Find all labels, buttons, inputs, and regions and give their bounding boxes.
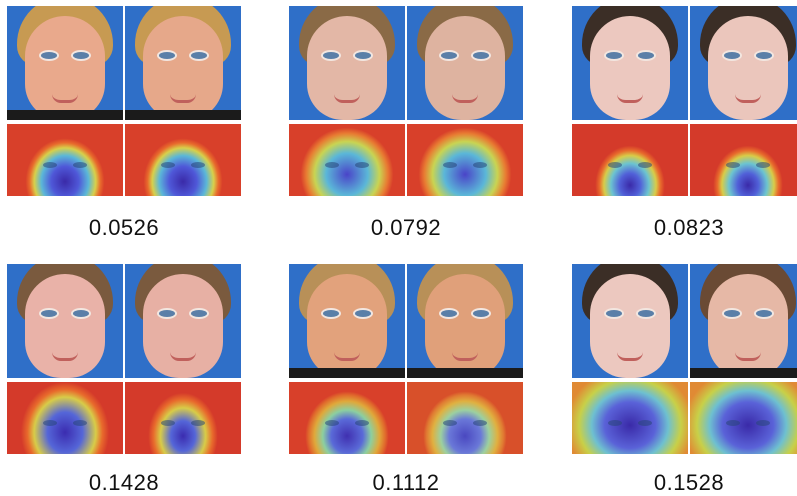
face-photo-3a xyxy=(572,6,688,120)
face-photo-4a xyxy=(7,264,123,378)
face-photo-2b xyxy=(407,6,523,120)
saliency-heatmap-3b xyxy=(690,124,797,196)
saliency-heatmap-6a xyxy=(572,382,688,454)
face-photo-5a xyxy=(289,264,405,378)
pair-cell-6 xyxy=(572,264,797,454)
face-photo-6a xyxy=(572,264,688,378)
score-label-3: 0.0823 xyxy=(653,215,725,240)
face-photo-5b xyxy=(407,264,523,378)
face-pair-6 xyxy=(572,264,797,454)
score-label-1: 0.0526 xyxy=(88,215,160,240)
face-photo-6b xyxy=(690,264,797,378)
saliency-heatmap-5a xyxy=(289,382,405,454)
face-pair-3 xyxy=(572,6,797,196)
saliency-heatmap-3a xyxy=(572,124,688,196)
saliency-heatmap-1a xyxy=(7,124,123,196)
score-label-2: 0.0792 xyxy=(370,215,442,240)
saliency-heatmap-2b xyxy=(407,124,523,196)
face-pair-5 xyxy=(289,264,523,454)
saliency-heatmap-4a xyxy=(7,382,123,454)
pair-cell-1 xyxy=(7,6,241,196)
face-photo-2a xyxy=(289,6,405,120)
saliency-heatmap-6b xyxy=(690,382,797,454)
pair-cell-4 xyxy=(7,264,241,454)
saliency-heatmap-1b xyxy=(125,124,241,196)
face-photo-3b xyxy=(690,6,797,120)
pair-cell-5 xyxy=(289,264,523,454)
pair-cell-2 xyxy=(289,6,523,196)
score-label-5: 0.1112 xyxy=(372,470,440,495)
face-photo-1b xyxy=(125,6,241,120)
face-photo-4b xyxy=(125,264,241,378)
saliency-heatmap-5b xyxy=(407,382,523,454)
face-pair-2 xyxy=(289,6,523,196)
score-label-6: 0.1528 xyxy=(653,470,725,495)
pair-cell-3 xyxy=(572,6,797,196)
saliency-heatmap-2a xyxy=(289,124,405,196)
score-label-4: 0.1428 xyxy=(88,470,160,495)
face-pair-4 xyxy=(7,264,241,454)
saliency-heatmap-4b xyxy=(125,382,241,454)
face-pair-1 xyxy=(7,6,241,196)
face-photo-1a xyxy=(7,6,123,120)
